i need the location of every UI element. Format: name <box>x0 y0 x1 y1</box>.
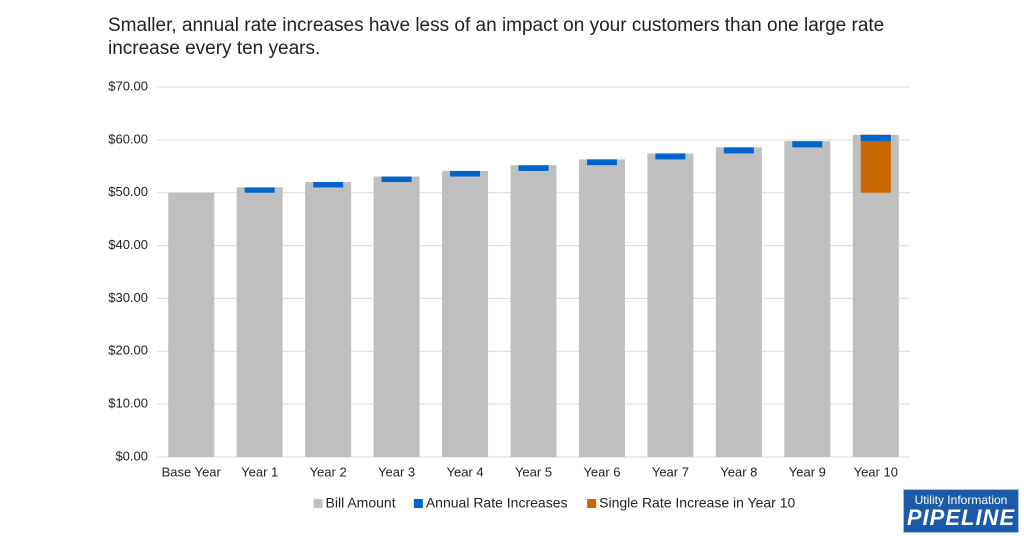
annual-increase <box>723 147 754 154</box>
legend-swatch <box>313 499 323 508</box>
bar <box>578 159 625 457</box>
logo: Utility Information PIPELINE <box>903 489 1019 533</box>
annual-increase <box>586 159 617 166</box>
x-tick-label: Year 1 <box>241 464 278 479</box>
single-increase <box>860 134 891 193</box>
bar <box>442 170 489 458</box>
y-tick-label: $40.00 <box>108 237 148 252</box>
annual-increase <box>655 153 686 160</box>
y-tick-label: $50.00 <box>108 184 148 199</box>
annual-increase <box>244 187 275 193</box>
y-tick-label: $30.00 <box>108 290 148 305</box>
x-tick-label: Year 3 <box>378 464 415 479</box>
bar <box>168 192 215 457</box>
bar <box>715 147 762 457</box>
x-tick-label: Year 2 <box>310 464 347 479</box>
annual-increase <box>313 182 344 188</box>
y-tick-label: $20.00 <box>108 343 148 358</box>
annual-increase <box>518 165 549 171</box>
x-tick-label: Year 5 <box>515 464 552 479</box>
x-tick-label: Year 7 <box>652 464 689 479</box>
logo-line1: Utility Information <box>914 493 1008 507</box>
legend-label: Bill Amount <box>326 495 396 511</box>
x-tick-label: Year 9 <box>789 464 826 479</box>
legend-swatch <box>587 499 597 508</box>
bar <box>784 141 831 457</box>
x-tick-label: Base Year <box>162 464 222 479</box>
chart-title: Smaller, annual rate increases have less… <box>108 15 885 59</box>
y-tick-label: $70.00 <box>108 78 148 93</box>
bar <box>510 165 557 457</box>
bar <box>305 182 352 457</box>
y-tick-label: $10.00 <box>108 396 148 411</box>
x-tick-label: Year 10 <box>854 464 898 479</box>
x-tick-label: Year 6 <box>583 464 620 479</box>
bar <box>236 187 283 457</box>
bar <box>647 153 694 458</box>
annual-increase <box>381 176 412 183</box>
x-tick-label: Year 8 <box>720 464 757 479</box>
legend-label: Annual Rate Increases <box>426 495 568 511</box>
legend-label: Single Rate Increase in Year 10 <box>599 495 795 511</box>
logo-line2: PIPELINE <box>906 505 1016 530</box>
y-tick-label: $60.00 <box>108 131 148 146</box>
annual-increase <box>792 141 823 148</box>
x-tick-label: Year 4 <box>446 464 483 479</box>
annual-increase <box>860 134 891 142</box>
y-tick-label: $0.00 <box>115 448 148 463</box>
legend-swatch <box>413 499 423 508</box>
annual-increase <box>450 170 481 177</box>
bar <box>373 176 420 458</box>
